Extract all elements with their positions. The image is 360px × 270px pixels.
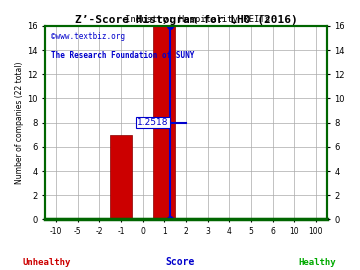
Text: Score: Score	[165, 257, 195, 267]
Title: Z’-Score Histogram for LHO (2016): Z’-Score Histogram for LHO (2016)	[75, 15, 297, 25]
Text: ©www.textbiz.org: ©www.textbiz.org	[51, 32, 125, 40]
Text: 1.2518: 1.2518	[137, 118, 168, 127]
Text: The Research Foundation of SUNY: The Research Foundation of SUNY	[51, 51, 194, 60]
Bar	[110, 135, 132, 220]
Bar	[153, 26, 175, 220]
Text: Healthy: Healthy	[298, 258, 336, 267]
Y-axis label: Number of companies (22 total): Number of companies (22 total)	[15, 61, 24, 184]
Text: Industry: Hospitality REITs: Industry: Hospitality REITs	[125, 15, 271, 24]
Text: Unhealthy: Unhealthy	[23, 258, 71, 267]
